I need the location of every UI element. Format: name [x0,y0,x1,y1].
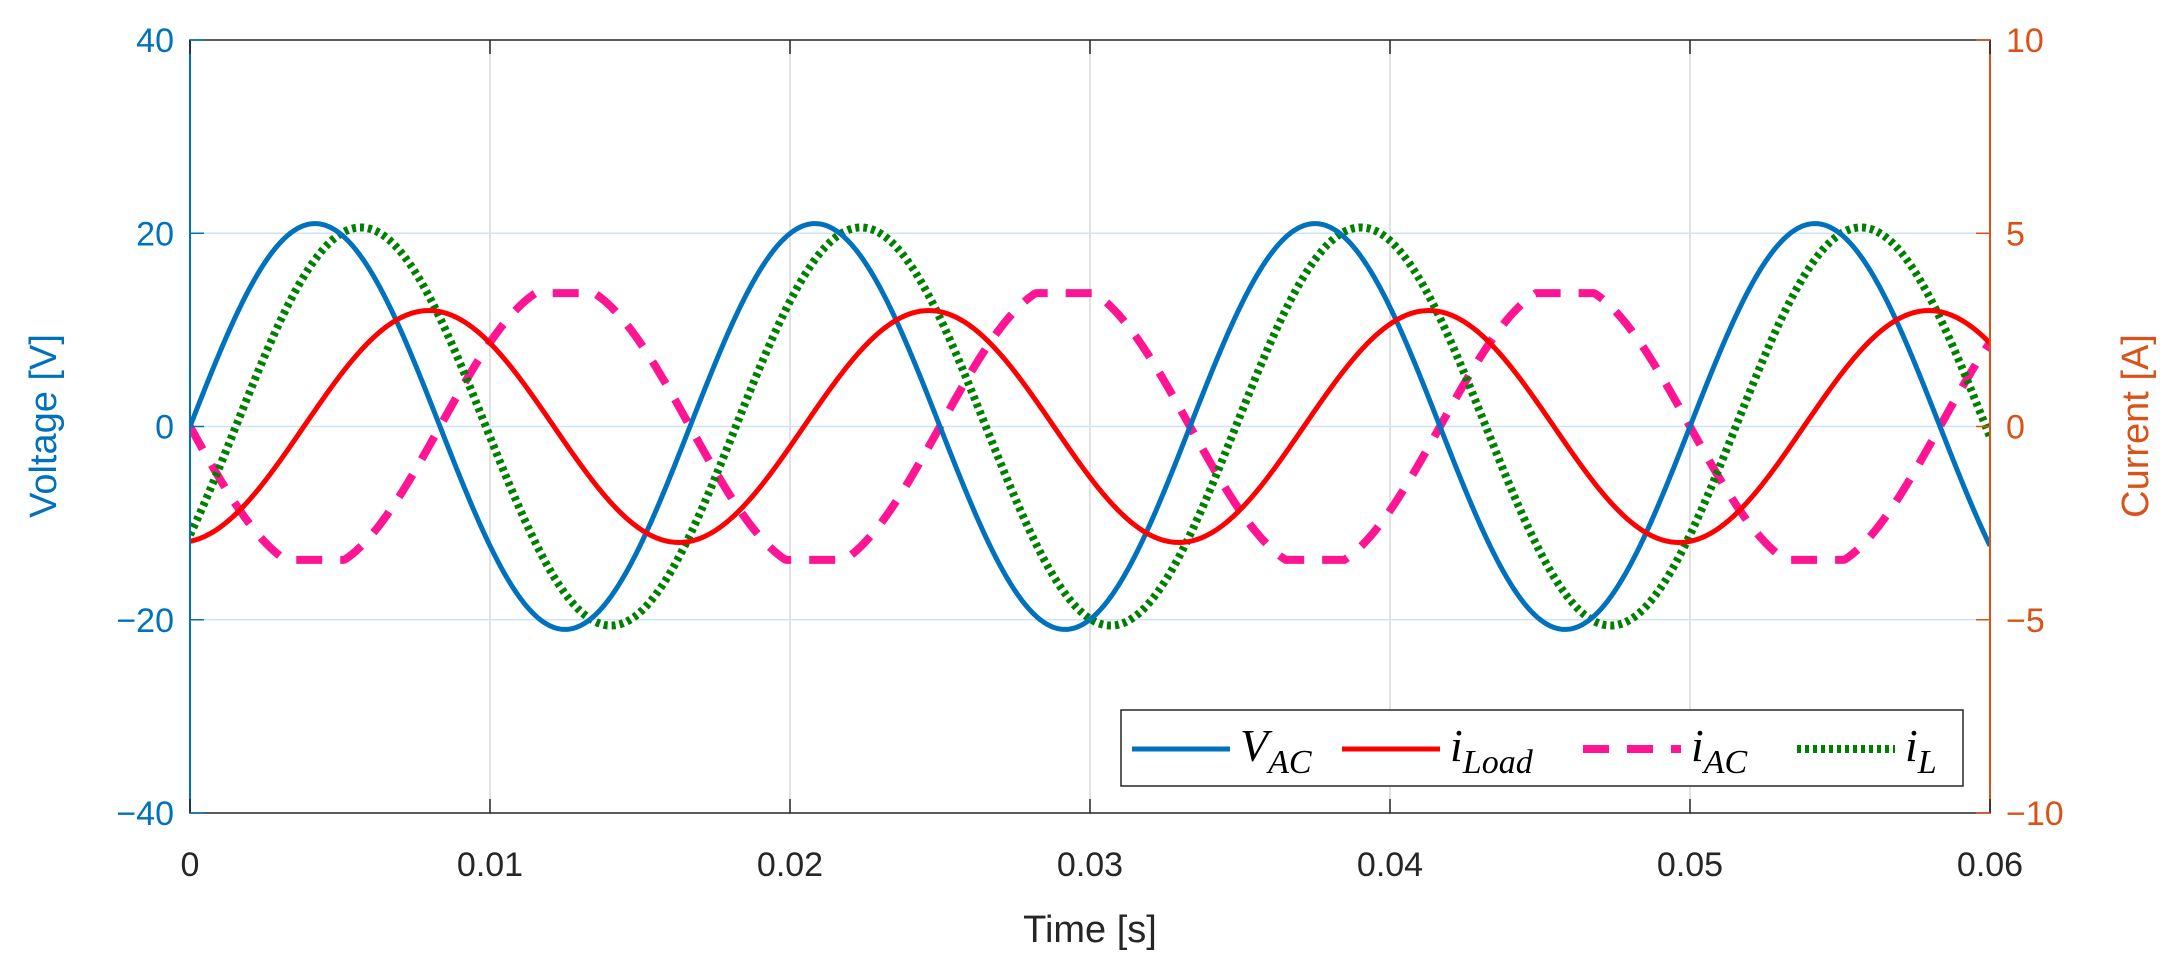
legend-label-main: i [1905,720,1918,771]
x-tick-label: 0.05 [1657,846,1723,884]
x-tick-label: 0.04 [1357,846,1423,884]
x-tick-label: 0.01 [457,846,523,884]
y-left-tick-label: −40 [116,795,174,833]
ticks: 0 0.01 0.02 0.03 0.04 0.05 0.06 −40 −20 0 20 40 −10 −… [116,22,2063,884]
legend-label-sub: AC [1702,744,1748,781]
y-left-tick-label: −20 [116,602,174,640]
series-layer [190,221,1990,632]
x-tick-label: 0.02 [757,846,823,884]
y-left-tick-label: 20 [136,215,174,253]
y-right-tick-label: 10 [2006,22,2044,60]
y-left-tick-label: 0 [155,409,174,447]
legend-label-main: i [1691,720,1704,771]
legend-label-sub: L [1917,744,1937,781]
y-right-tick-label: −10 [2006,795,2064,833]
y-right-tick-label: 5 [2006,215,2025,253]
legend-label-sub: Load [1462,744,1534,781]
legend-label-main: i [1450,720,1463,771]
legend-label-sub: AC [1266,744,1312,781]
legend-label-V_AC: VAC [1240,720,1312,781]
legend-label-main: V [1240,720,1273,771]
x-axis-title: Time [s] [1023,909,1157,951]
y-left-axis-title: Voltage [V] [23,334,65,518]
legend: VAC iLoad iAC iL [1120,709,1964,787]
legend-label-i_L: iL [1905,720,1937,781]
y-right-tick-label: −5 [2006,602,2045,640]
series-line-i_Load [190,308,1990,545]
y-left-tick-label: 40 [136,22,174,60]
legend-items: VAC iLoad iAC iL [1132,720,1937,781]
legend-label-i_Load: iLoad [1450,720,1534,781]
y-right-tick-label: 0 [2006,409,2025,447]
y-right-axis-title: Current [A] [2115,334,2157,518]
x-tick-label: 0.06 [1957,846,2023,884]
x-tick-label: 0.03 [1057,846,1123,884]
series-line-V_AC [190,221,1990,632]
x-tick-label: 0 [181,846,200,884]
legend-label-i_AC: iAC [1691,720,1748,781]
